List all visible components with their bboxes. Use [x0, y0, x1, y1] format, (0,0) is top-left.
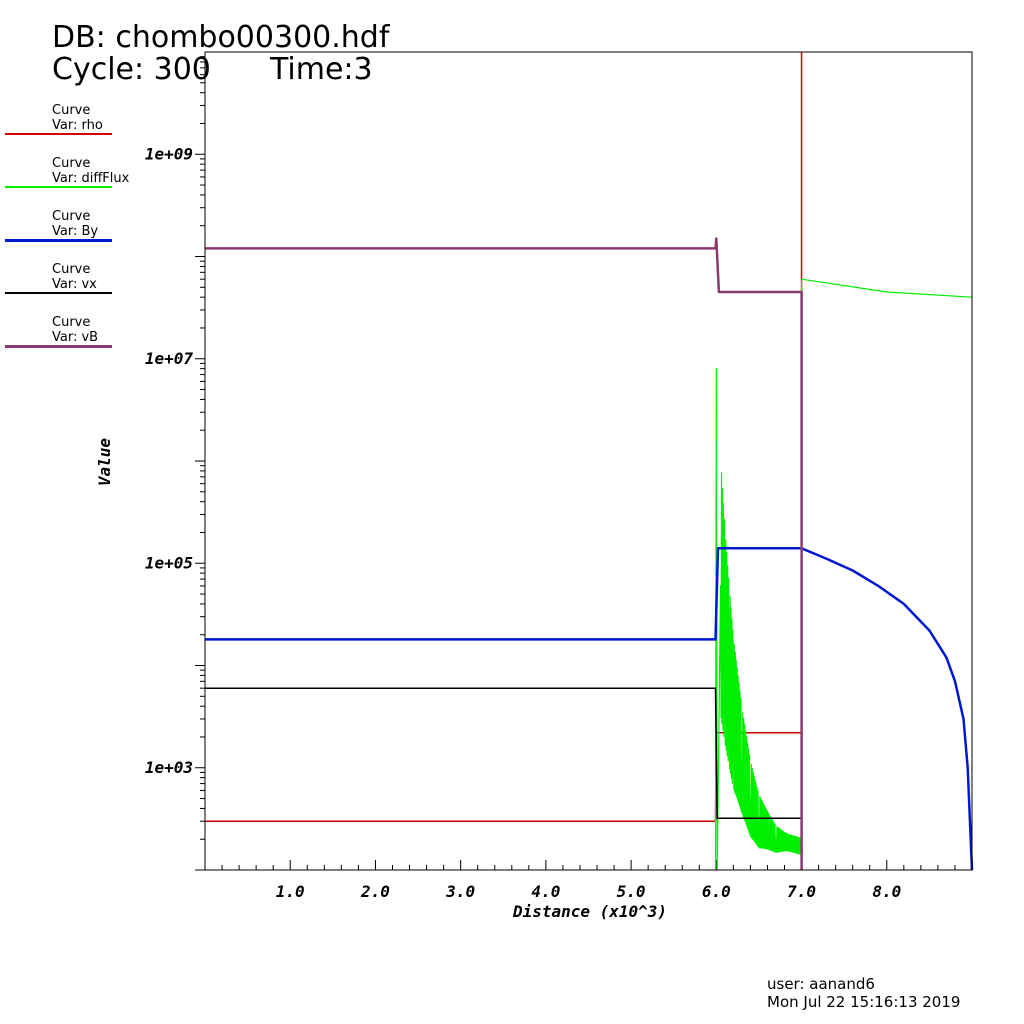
legend-swatch — [5, 239, 112, 242]
plot-frame — [204, 51, 973, 871]
x-tick-label: 2.0 — [360, 882, 390, 901]
db-title: DB: chombo00300.hdf — [52, 20, 390, 55]
legend-var-label: Var: vB — [52, 330, 99, 345]
x-tick-label: 8.0 — [872, 882, 901, 901]
footer-date: Mon Jul 22 15:16:13 2019 — [767, 993, 961, 1011]
legend-curve-label: Curve — [52, 103, 91, 118]
x-tick-label: 6.0 — [702, 882, 731, 901]
series-line-rho — [205, 731, 802, 822]
legend-var-label: Var: rho — [52, 118, 103, 133]
legend-swatch — [5, 292, 112, 294]
y-tick-label: 1e+07 — [145, 349, 194, 368]
legend-var-label: Var: diffFlux — [52, 171, 130, 186]
legend-curve-label: Curve — [52, 209, 91, 224]
legend-var-label: Var: vx — [52, 277, 97, 292]
legend-swatch — [5, 133, 112, 135]
y-axis-label: Value — [95, 438, 114, 487]
legend-curve-label: Curve — [52, 315, 91, 330]
legend-var-label: Var: By — [52, 224, 99, 239]
series-line-vx — [205, 687, 802, 820]
x-tick-label: 4.0 — [531, 882, 560, 901]
legend-curve-label: Curve — [52, 262, 91, 277]
series-line-diffflux — [714, 278, 973, 871]
footer-user: user: aanand6 — [767, 975, 875, 993]
time-label: Time:3 — [270, 52, 373, 87]
axis-ticks — [195, 56, 956, 871]
legend-swatch — [5, 186, 112, 188]
legend-swatch — [5, 345, 112, 348]
x-axis-label: Distance (x10^3) — [512, 902, 667, 921]
series-line-by — [205, 547, 974, 871]
x-tick-label: 5.0 — [617, 882, 646, 901]
x-tick-label: 7.0 — [787, 882, 816, 901]
y-tick-label: 1e+05 — [145, 553, 193, 572]
y-tick-label: 1e+03 — [145, 758, 193, 777]
cycle-label: Cycle: 300 — [52, 52, 211, 87]
legend-curve-label: Curve — [52, 156, 91, 171]
series-layer — [205, 52, 974, 871]
y-tick-label: 1e+09 — [145, 144, 193, 163]
series-line-vb — [205, 237, 803, 870]
axis-labels: Distance (x10^3) Value 1.0 2.0 3.0 4.0 5.0 6.… — [95, 144, 901, 921]
x-tick-label: 3.0 — [445, 882, 475, 901]
x-tick-label: 1.0 — [276, 882, 305, 901]
